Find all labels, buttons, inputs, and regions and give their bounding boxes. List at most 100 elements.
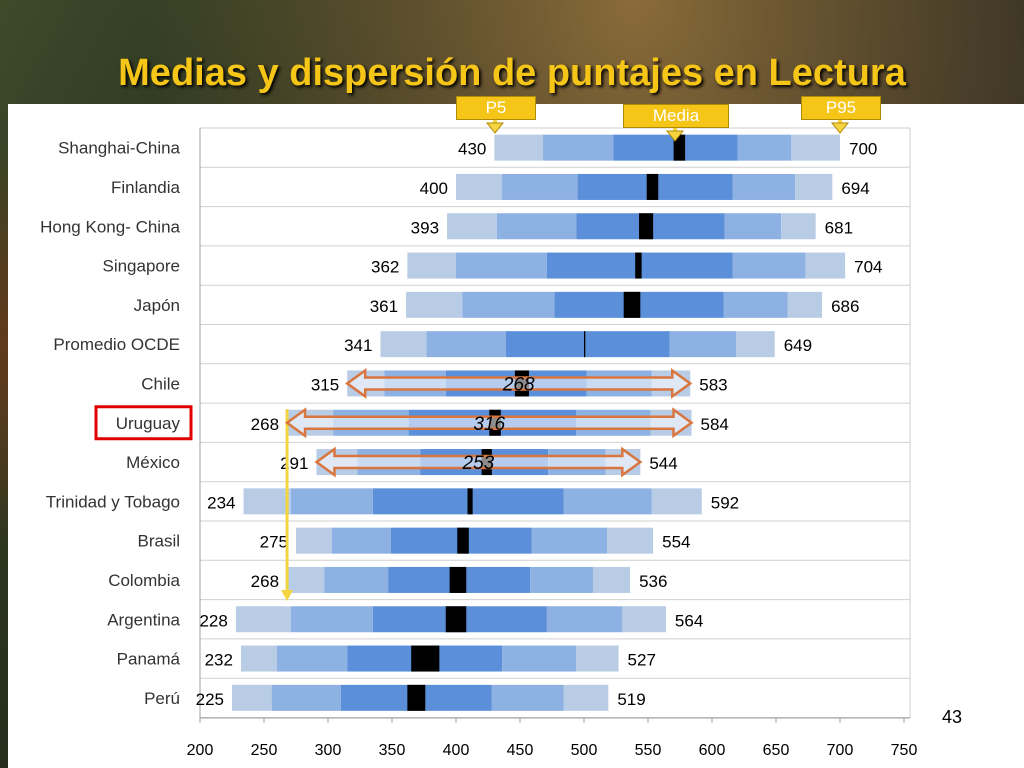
bar-p5-p10 [447,213,497,240]
p5-guide-arrowhead [281,590,294,601]
country-label: Hong Kong- China [40,217,180,236]
p5-pointer [485,122,505,134]
bar-p90-p95 [736,331,775,358]
bar-p5-p10 [406,291,463,318]
bar-p75-p90 [732,173,796,200]
country-label: Singapore [102,257,180,276]
bar-p10-p25 [324,566,389,593]
bar-p75-p90 [737,134,792,161]
bar-p90-p95 [795,173,833,200]
range-arrow [314,446,643,478]
media-pointer [665,130,685,142]
p5-value-label: 232 [205,651,233,670]
bar-mean-interval [673,134,686,161]
bar-p25-p75 [505,331,670,358]
p95-value-label: 649 [784,336,812,355]
bar-p75-p90 [724,213,782,240]
country-label: Argentina [107,610,180,629]
p5-value-label: 234 [207,493,235,512]
bar-mean-interval [584,331,586,358]
bar-mean-interval [467,488,473,515]
p5-value-label: 268 [251,415,279,434]
p5-value-label: 275 [260,533,288,552]
range-arrow [345,368,693,399]
bar-p10-p25 [496,213,577,240]
country-label: Uruguay [116,414,181,433]
p95-value-label: 527 [628,651,656,670]
p95-value-label: 592 [711,493,739,512]
bar-p75-p90 [669,331,737,358]
x-tick-label: 650 [763,742,790,759]
p5-value-label: 228 [199,611,227,630]
bar-mean-interval [411,645,440,672]
bar-p10-p25 [456,252,547,279]
p95-value-label: 519 [617,690,645,709]
p95-value-label: 681 [825,218,853,237]
bar-p5-p10 [494,134,544,161]
x-tick-label: 300 [315,742,342,759]
bar-p10-p25 [426,331,506,358]
bar-p90-p95 [805,252,846,279]
bar-mean-interval [635,252,642,279]
bar-p5-p10 [456,173,503,200]
p95-pointer [830,122,850,134]
bar-mean-interval [445,606,467,633]
x-tick-label: 250 [251,742,278,759]
x-tick-label: 500 [571,742,598,759]
p95-value-label: 686 [831,297,859,316]
country-label: México [126,453,180,472]
bar-p90-p95 [607,527,654,554]
bar-p5-p10 [235,606,291,633]
bar-p75-p90 [491,684,564,711]
highlight-box [94,405,193,441]
bar-p10-p25 [271,684,341,711]
bar-p75-p90 [732,252,806,279]
country-label: Brasil [137,532,180,551]
bar-p10-p25 [290,488,373,515]
bar-p90-p95 [787,291,823,318]
country-label: Finlandia [111,178,181,197]
bar-p90-p95 [791,134,840,161]
range-label: 268 [502,374,535,395]
p95-value-label: 536 [639,572,667,591]
bar-mean-interval [457,527,469,554]
bar-p90-p95 [622,606,666,633]
p95-marker-label: P95 [801,96,881,120]
bar-p10-p25 [502,173,578,200]
p95-value-label: 583 [699,375,727,394]
bar-p5-p10 [296,527,332,554]
country-label: Trinidad y Tobago [46,492,180,511]
bar-mean-interval [407,684,426,711]
p5-value-label: 291 [280,454,308,473]
bar-p75-p90 [723,291,788,318]
bar-mean-interval [449,566,467,593]
x-tick-label: 200 [187,742,214,759]
country-label: Perú [144,689,180,708]
x-tick-label: 700 [827,742,854,759]
bar-p5-p10 [287,566,325,593]
p95-value-label: 544 [649,454,677,473]
country-label: Promedio OCDE [53,335,180,354]
slide-title: Medias y dispersión de puntajes en Lectu… [118,52,906,94]
bar-p75-p90 [531,527,608,554]
p5-marker-label: P5 [456,96,536,120]
bar-p90-p95 [651,488,702,515]
country-label: Colombia [108,571,180,590]
bar-p90-p95 [592,566,631,593]
bar-p90-p95 [563,684,609,711]
bar-p90-p95 [576,645,619,672]
country-label: Chile [141,374,180,393]
range-label: 316 [473,414,505,435]
country-label: Shanghai-China [58,139,180,158]
p95-value-label: 564 [675,611,703,630]
bar-mean-interval [623,291,641,318]
p5-value-label: 400 [420,179,448,198]
bar-p10-p25 [462,291,555,318]
country-label: Panamá [117,650,181,669]
bar-p75-p90 [502,645,577,672]
bar-p5-p10 [243,488,291,515]
p95-value-label: 554 [662,533,690,552]
p5-value-label: 362 [371,258,399,277]
p95-value-label: 700 [849,140,877,159]
